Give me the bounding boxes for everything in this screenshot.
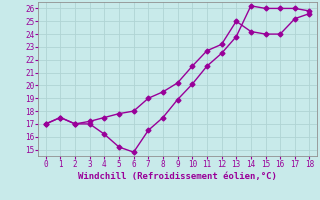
X-axis label: Windchill (Refroidissement éolien,°C): Windchill (Refroidissement éolien,°C): [78, 172, 277, 181]
